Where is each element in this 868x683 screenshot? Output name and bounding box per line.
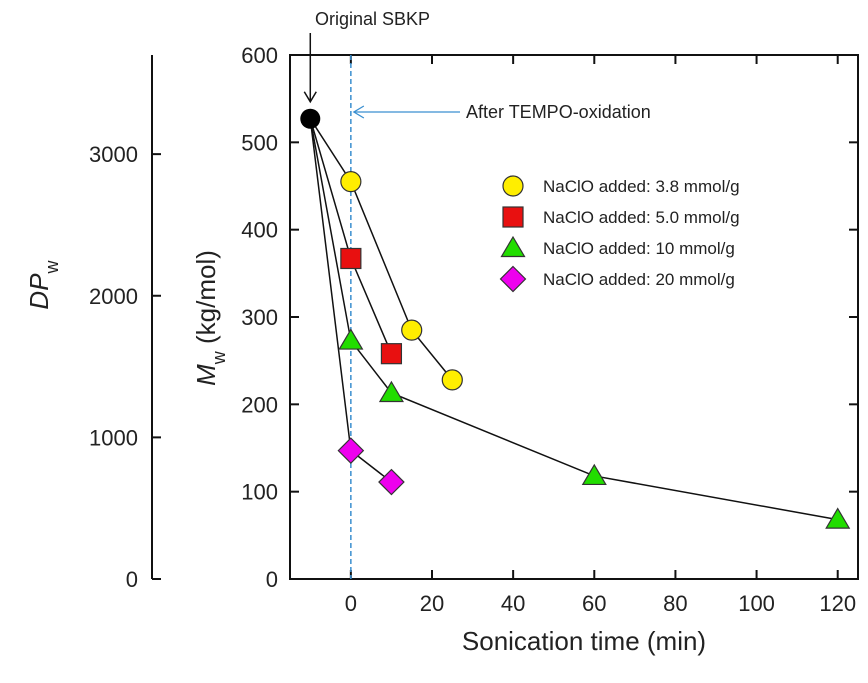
series-4-point (378, 468, 405, 496)
series-2-point (380, 343, 403, 365)
y2-tick-label: 3000 (89, 142, 138, 167)
y-tick-label: 500 (241, 130, 278, 155)
legend: NaClO added: 3.8 mmol/g NaClO added: 5.0 … (499, 175, 740, 293)
series-1-point (340, 171, 362, 193)
legend-marker-1 (502, 175, 524, 197)
series-line-1 (309, 118, 453, 381)
series-3-point (581, 463, 607, 486)
x-tick-label: 120 (819, 591, 856, 616)
series-1-point (401, 319, 423, 341)
x-tick-label: 100 (738, 591, 775, 616)
x-tick-label: 80 (663, 591, 687, 616)
series-3-point (825, 507, 851, 529)
y-tick-label: 100 (241, 480, 278, 505)
y-tick-label: 200 (241, 392, 278, 417)
annotation-arrow2-head (352, 105, 365, 119)
legend-label-4: NaClO added: 20 mmol/g (543, 270, 735, 289)
legend-label-2: NaClO added: 5.0 mmol/g (543, 208, 740, 227)
y-tick-label: 600 (241, 43, 278, 68)
y2-tick-label: 2000 (89, 284, 138, 309)
y-tick-label: 400 (241, 218, 278, 243)
y2-axis-title: DPw (24, 259, 62, 309)
legend-marker-4 (499, 265, 527, 293)
legend-marker-3 (500, 235, 526, 258)
x-tick-label: 0 (345, 591, 357, 616)
y2-axis-title-sub: w (42, 259, 62, 274)
y2-tick-label: 1000 (89, 425, 138, 450)
y-tick-label: 300 (241, 305, 278, 330)
y-tick-label: 0 (266, 567, 278, 592)
x-tick-label: 60 (582, 591, 606, 616)
legend-label-1: NaClO added: 3.8 mmol/g (543, 177, 740, 196)
series-markers (300, 108, 851, 529)
series-3-point (338, 328, 364, 350)
legend-label-3: NaClO added: 10 mmol/g (543, 239, 735, 258)
y-axis-title-main: M (191, 364, 221, 386)
y-axis-title-sub: w (209, 350, 229, 365)
y-axis-title-units: (kg/mol) (191, 250, 221, 351)
annotation-after-tempo: After TEMPO-oxidation (466, 102, 651, 122)
axes: 0 20 40 60 80 100 120 0 100 200 300 400 500 600 0 1000 2… (24, 43, 859, 656)
series-3-point (378, 380, 404, 403)
annotations: Original SBKP After TEMPO-oxidation (303, 9, 651, 122)
series-4-point (337, 437, 365, 464)
x-tick-label: 20 (420, 591, 444, 616)
y-axis-title: Mw (kg/mol) (191, 250, 229, 386)
series-1-point (441, 369, 463, 391)
annotation-arrow-head (303, 91, 317, 104)
x-tick-label: 40 (501, 591, 525, 616)
legend-marker-2 (502, 206, 524, 228)
x-axis-title: Sonication time (min) (462, 626, 706, 656)
series-2-point (340, 247, 362, 270)
origin-point (300, 108, 321, 129)
annotation-original-sbkp: Original SBKP (315, 9, 430, 29)
y2-axis-title-main: DP (24, 273, 54, 310)
y2-tick-label: 0 (126, 567, 138, 592)
